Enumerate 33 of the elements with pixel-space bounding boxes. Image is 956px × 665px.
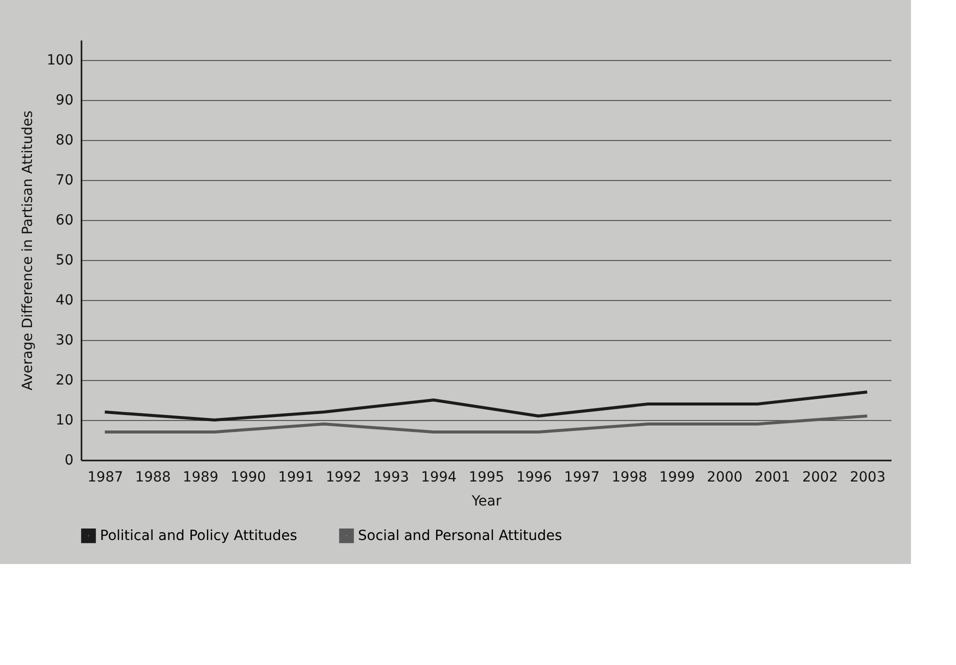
y-axis-title: Average Difference in Partisan Attitudes — [20, 110, 36, 390]
x-tick-label: 1997 — [564, 470, 600, 486]
line-series — [103, 390, 869, 422]
y-tick-label: 10 — [56, 412, 74, 428]
x-tick-label: 2002 — [802, 470, 838, 486]
y-tick-label: 100 — [46, 52, 74, 68]
x-tick-label: 1994 — [421, 470, 457, 486]
x-tick-label: 1990 — [230, 470, 266, 486]
x-tick-label: 1995 — [468, 470, 504, 486]
y-tick-label: 50 — [56, 252, 74, 268]
x-tick-label: 1992 — [326, 470, 362, 486]
x-tick-label: 1987 — [88, 470, 124, 486]
legend-label: Political and Policy Attitudes — [100, 528, 298, 544]
x-tick-label: 2000 — [706, 470, 743, 486]
y-tick-label: 40 — [56, 292, 74, 308]
y-tick-label: 30 — [56, 332, 74, 348]
x-tick-label: 1996 — [516, 470, 552, 486]
x-axis-title: Year — [470, 494, 502, 510]
x-tick-label: 2003 — [850, 470, 886, 486]
x-tick-label: 1989 — [182, 470, 218, 486]
x-tick-label: 1993 — [373, 470, 410, 486]
x-tick-label: 1991 — [278, 470, 314, 486]
y-tick-label: 0 — [64, 452, 74, 468]
y-tick-label: 90 — [56, 92, 74, 108]
x-tick-label: 2001 — [754, 470, 790, 486]
x-tick-label: 1988 — [135, 470, 171, 486]
y-tick-label: 70 — [56, 172, 74, 188]
y-tick-label: 60 — [56, 212, 74, 228]
legend-label: Social and Personal Attitudes — [358, 528, 562, 544]
y-tick-label: 20 — [56, 372, 74, 388]
y-tick-label: 80 — [56, 132, 74, 148]
x-tick-label: 1999 — [659, 470, 695, 486]
x-tick-label: 1998 — [612, 470, 648, 486]
